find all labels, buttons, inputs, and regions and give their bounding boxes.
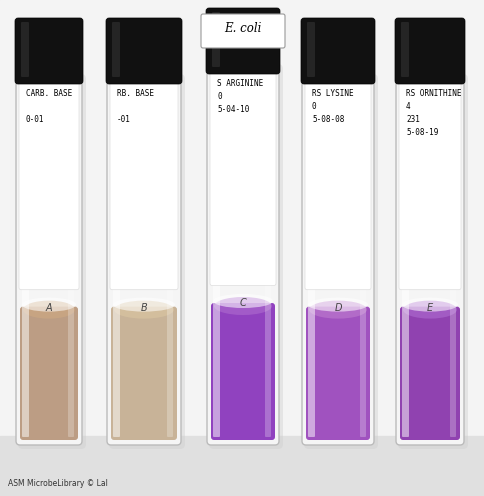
Bar (113, 70, 175, 78)
Ellipse shape (308, 298, 368, 311)
Ellipse shape (213, 294, 273, 308)
FancyBboxPatch shape (22, 80, 29, 437)
FancyBboxPatch shape (450, 80, 456, 437)
FancyBboxPatch shape (201, 14, 285, 48)
Text: 231: 231 (406, 115, 420, 124)
FancyBboxPatch shape (304, 74, 378, 449)
Ellipse shape (309, 301, 367, 318)
FancyBboxPatch shape (113, 80, 120, 437)
Text: A: A (45, 303, 52, 312)
Text: ASM MicrobeLibrary © Lal: ASM MicrobeLibrary © Lal (8, 479, 108, 488)
FancyBboxPatch shape (402, 80, 409, 437)
FancyBboxPatch shape (109, 74, 185, 449)
Ellipse shape (113, 298, 175, 311)
FancyBboxPatch shape (307, 22, 315, 77)
FancyBboxPatch shape (207, 62, 279, 445)
FancyBboxPatch shape (213, 70, 220, 437)
FancyBboxPatch shape (265, 70, 271, 437)
FancyBboxPatch shape (206, 8, 280, 74)
FancyBboxPatch shape (209, 64, 283, 449)
FancyBboxPatch shape (68, 80, 74, 437)
Text: 4: 4 (406, 102, 410, 111)
Text: RS LYSINE: RS LYSINE (312, 89, 354, 98)
Bar (402, 70, 458, 78)
FancyBboxPatch shape (19, 79, 79, 290)
FancyBboxPatch shape (212, 12, 220, 67)
Text: RB. BASE: RB. BASE (117, 89, 154, 98)
FancyBboxPatch shape (305, 79, 371, 290)
Text: 5-04-10: 5-04-10 (217, 105, 249, 114)
Text: B: B (141, 303, 147, 312)
Text: E. coli: E. coli (224, 22, 262, 36)
Text: CARB. BASE: CARB. BASE (26, 89, 72, 98)
Ellipse shape (403, 301, 457, 318)
FancyBboxPatch shape (112, 22, 120, 77)
FancyBboxPatch shape (107, 72, 181, 445)
Ellipse shape (402, 298, 458, 311)
FancyBboxPatch shape (306, 307, 370, 440)
Ellipse shape (22, 298, 76, 311)
Text: E: E (427, 303, 433, 312)
FancyBboxPatch shape (210, 69, 276, 286)
Bar (0, 436, 484, 496)
FancyBboxPatch shape (395, 18, 465, 84)
FancyBboxPatch shape (15, 18, 83, 84)
Text: D: D (334, 303, 342, 312)
FancyBboxPatch shape (398, 74, 468, 449)
Text: 5-08-08: 5-08-08 (312, 115, 345, 124)
FancyBboxPatch shape (16, 72, 82, 445)
Text: 0-01: 0-01 (26, 115, 45, 124)
Bar (213, 60, 273, 68)
Text: 0: 0 (217, 92, 222, 101)
Ellipse shape (23, 301, 75, 318)
Text: 5-08-19: 5-08-19 (406, 128, 439, 137)
FancyBboxPatch shape (308, 80, 315, 437)
FancyBboxPatch shape (302, 72, 374, 445)
Bar (22, 70, 76, 78)
FancyBboxPatch shape (111, 307, 177, 440)
FancyBboxPatch shape (396, 72, 464, 445)
FancyBboxPatch shape (167, 80, 173, 437)
FancyBboxPatch shape (20, 307, 78, 440)
Ellipse shape (114, 301, 174, 318)
FancyBboxPatch shape (211, 303, 275, 440)
FancyBboxPatch shape (400, 307, 460, 440)
FancyBboxPatch shape (110, 79, 178, 290)
FancyBboxPatch shape (360, 80, 366, 437)
Text: RS ORNITHINE: RS ORNITHINE (406, 89, 462, 98)
FancyBboxPatch shape (399, 79, 461, 290)
Text: S ARGININE: S ARGININE (217, 79, 263, 88)
FancyBboxPatch shape (301, 18, 375, 84)
Bar (308, 70, 368, 78)
FancyBboxPatch shape (401, 22, 409, 77)
FancyBboxPatch shape (106, 18, 182, 84)
FancyBboxPatch shape (21, 22, 29, 77)
Text: 0: 0 (312, 102, 317, 111)
FancyBboxPatch shape (18, 74, 86, 449)
Ellipse shape (214, 297, 272, 315)
Text: C: C (240, 299, 246, 309)
Text: -01: -01 (117, 115, 131, 124)
